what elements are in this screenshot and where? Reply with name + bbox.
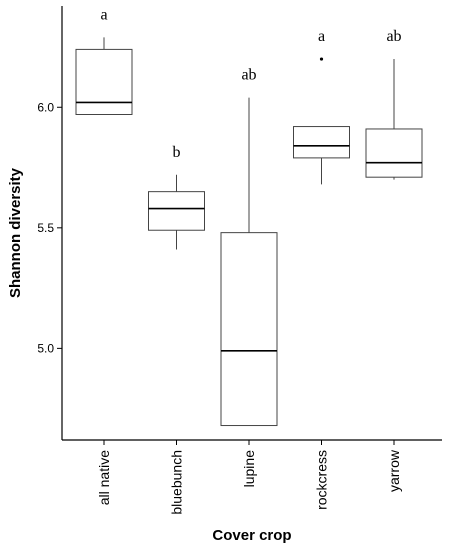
x-axis-title: Cover crop xyxy=(212,527,291,544)
significance-letter: b xyxy=(173,144,181,161)
y-tick-label: 5.5 xyxy=(37,221,54,235)
significance-letter: a xyxy=(100,6,107,23)
box-rockcress: a xyxy=(293,28,350,185)
iqr-box xyxy=(365,128,423,178)
iqr-box xyxy=(148,191,205,231)
significance-letter: ab xyxy=(386,28,401,45)
box-lupine: ab xyxy=(220,67,278,427)
y-axis-title: Shannon diversity xyxy=(7,167,24,298)
x-category-label: all native xyxy=(96,450,112,505)
x-category-label: lupine xyxy=(241,450,257,488)
x-category-label: rockcress xyxy=(314,450,330,510)
y-ticks: 5.0 5.5 6.0 xyxy=(37,100,62,355)
iqr-box xyxy=(220,232,278,427)
x-category-labels: all native bluebunch lupine rockcress yarrow xyxy=(96,440,402,515)
significance-letter: ab xyxy=(241,67,256,84)
significance-letter: a xyxy=(318,28,325,45)
box-all-native: a xyxy=(75,6,133,115)
y-tick-label: 6.0 xyxy=(37,100,54,114)
box-bluebunch: b xyxy=(148,144,205,250)
iqr-box xyxy=(75,48,133,115)
axes xyxy=(61,6,442,441)
iqr-box xyxy=(293,126,350,159)
y-tick-label: 5.0 xyxy=(37,341,54,355)
x-category-label: bluebunch xyxy=(169,450,185,515)
x-category-label: yarrow xyxy=(386,449,402,492)
outlier-point xyxy=(319,57,324,61)
box-yarrow: ab xyxy=(365,28,423,180)
